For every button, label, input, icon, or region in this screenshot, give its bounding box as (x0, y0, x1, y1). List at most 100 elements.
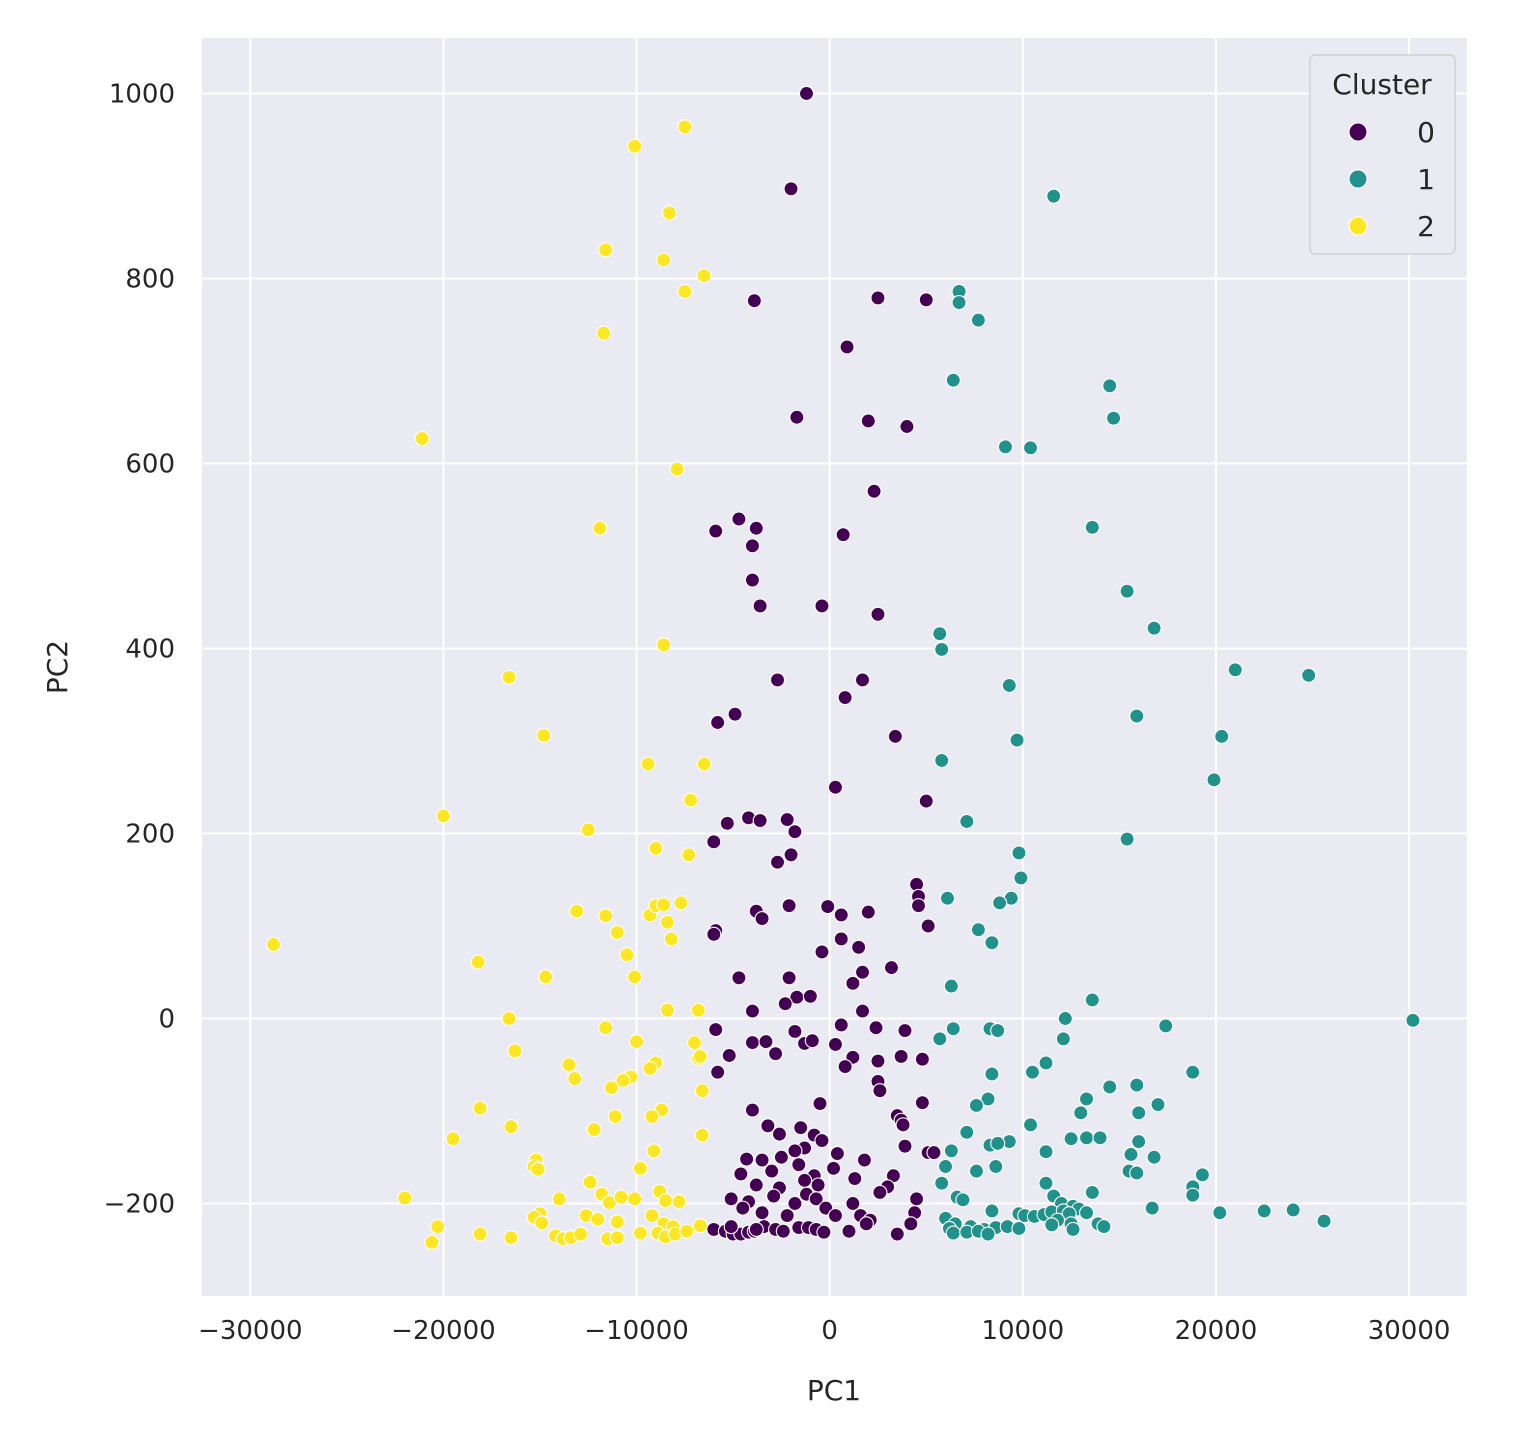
data-point (769, 672, 786, 688)
data-point (918, 292, 934, 308)
data-point (632, 1225, 648, 1241)
data-point (797, 1172, 813, 1188)
data-point (787, 1023, 803, 1039)
data-point (686, 1035, 703, 1051)
y-tick-label: 400 (125, 635, 175, 665)
data-point (397, 1190, 413, 1206)
data-point (814, 1133, 830, 1149)
data-point (808, 1191, 824, 1207)
data-point (598, 1020, 614, 1036)
data-point (783, 847, 799, 863)
data-point (1065, 1221, 1081, 1237)
data-point (1119, 831, 1135, 847)
data-point (943, 1143, 959, 1159)
data-point (754, 1205, 770, 1221)
data-point (628, 1034, 645, 1050)
data-point (748, 520, 764, 536)
legend-marker (1348, 169, 1368, 189)
x-tick-label: −30000 (198, 1316, 303, 1346)
x-tick-label: −10000 (584, 1316, 689, 1346)
data-point (1129, 1165, 1145, 1181)
data-point (990, 1135, 1006, 1151)
data-point (580, 822, 596, 838)
data-point (735, 1200, 751, 1216)
data-point (847, 1170, 863, 1187)
legend-box (1309, 54, 1456, 255)
data-point (723, 1191, 739, 1207)
data-point (609, 924, 625, 941)
data-point (897, 1022, 913, 1039)
y-tick-label: 1000 (109, 80, 175, 110)
data-point (1316, 1213, 1332, 1229)
data-point (534, 1215, 550, 1231)
legend-label: 2 (1417, 210, 1435, 243)
data-point (932, 1031, 948, 1047)
x-tick-labels: −30000 −20000 −10000 0 10000 20000 30000 (198, 1316, 1450, 1346)
data-point (820, 899, 836, 915)
data-point (644, 1207, 660, 1224)
x-tick-label: 20000 (1175, 1316, 1258, 1346)
data-point (781, 970, 797, 986)
data-point (501, 1010, 517, 1027)
data-point (472, 1100, 488, 1116)
x-axis-label: PC1 (807, 1374, 861, 1407)
data-point (833, 931, 849, 947)
data-point (787, 1143, 803, 1159)
data-point (909, 1191, 925, 1207)
data-point (1011, 1220, 1027, 1237)
data-point (642, 1060, 658, 1076)
data-point (430, 1219, 446, 1235)
data-point (746, 293, 762, 309)
data-point (445, 1131, 461, 1147)
data-point (827, 1036, 844, 1052)
data-point (1150, 1096, 1166, 1113)
data-point (968, 1097, 985, 1113)
data-point (827, 1207, 844, 1224)
data-point (646, 1143, 662, 1159)
data-point (932, 626, 948, 642)
data-point (943, 978, 959, 994)
data-point (690, 1002, 706, 1018)
data-point (1405, 1012, 1421, 1028)
data-point (1024, 1064, 1041, 1080)
data-point (959, 1124, 975, 1140)
data-point (657, 1193, 674, 1209)
data-point (812, 1096, 828, 1112)
data-point (872, 1184, 888, 1200)
data-point (934, 1175, 950, 1191)
data-point (988, 1158, 1004, 1175)
data-point (934, 641, 950, 657)
data-point (696, 268, 712, 284)
x-tick-label: −20000 (391, 1316, 496, 1346)
legend-marker (1348, 122, 1368, 142)
data-point (970, 312, 986, 328)
plot-area (202, 38, 1467, 1296)
data-point (934, 752, 950, 768)
data-point (590, 1211, 606, 1227)
grid-lines (202, 38, 1467, 1296)
data-point (1011, 845, 1027, 861)
data-point (472, 1226, 488, 1242)
data-point (609, 1214, 625, 1230)
data-point (787, 1195, 803, 1212)
data-point (858, 1216, 874, 1232)
data-point (1013, 870, 1029, 886)
data-point (779, 812, 795, 828)
data-point (883, 960, 900, 976)
data-point (937, 1158, 954, 1175)
data-point (1194, 1167, 1210, 1183)
data-point (1078, 1130, 1095, 1146)
legend-marker (1348, 216, 1368, 236)
legend-label: 1 (1417, 163, 1435, 196)
data-point (1084, 992, 1100, 1008)
data-point (1206, 772, 1222, 788)
data-point (648, 840, 664, 856)
data-point (845, 975, 861, 991)
data-point (764, 1163, 780, 1179)
data-point (766, 1188, 782, 1204)
data-point (507, 1043, 523, 1059)
y-tick-label: 600 (125, 450, 175, 480)
data-point (582, 1174, 598, 1190)
data-point (968, 1163, 985, 1179)
data-point (959, 813, 975, 830)
